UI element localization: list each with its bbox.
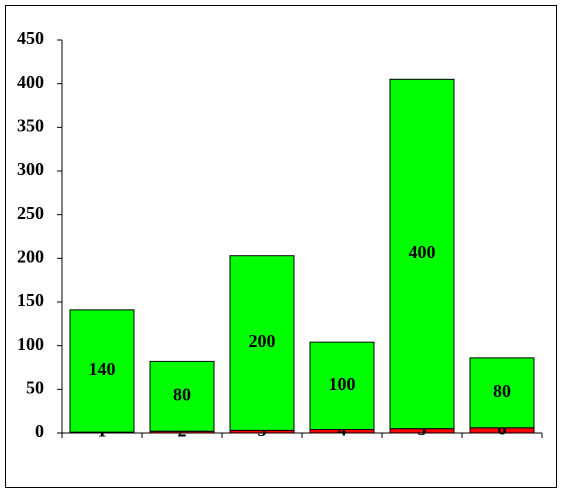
data-label: 400 [409, 242, 436, 262]
y-tick-label: 150 [17, 290, 44, 310]
bar-segment [229, 255, 295, 431]
y-tick-label: 200 [17, 246, 44, 266]
data-label: 80 [493, 381, 511, 401]
y-tick-label: 350 [17, 115, 44, 135]
y-tick-label: 0 [35, 421, 44, 441]
y-tick-label: 250 [17, 203, 44, 223]
bar-segment [469, 357, 535, 429]
y-tick-label: 300 [17, 159, 44, 179]
data-label: 200 [249, 331, 276, 351]
bar-segment [389, 78, 455, 430]
data-label: 100 [329, 374, 356, 394]
bar-segment [309, 341, 375, 431]
y-tick-label: 50 [26, 377, 44, 397]
bar-segment [149, 360, 215, 432]
y-tick-label: 100 [17, 334, 44, 354]
y-tick-label: 400 [17, 72, 44, 92]
data-label: 80 [173, 384, 191, 404]
bar-segment [69, 309, 135, 433]
y-tick-label: 450 [17, 28, 44, 48]
data-label: 6 [498, 419, 507, 439]
data-label: 140 [89, 359, 116, 379]
